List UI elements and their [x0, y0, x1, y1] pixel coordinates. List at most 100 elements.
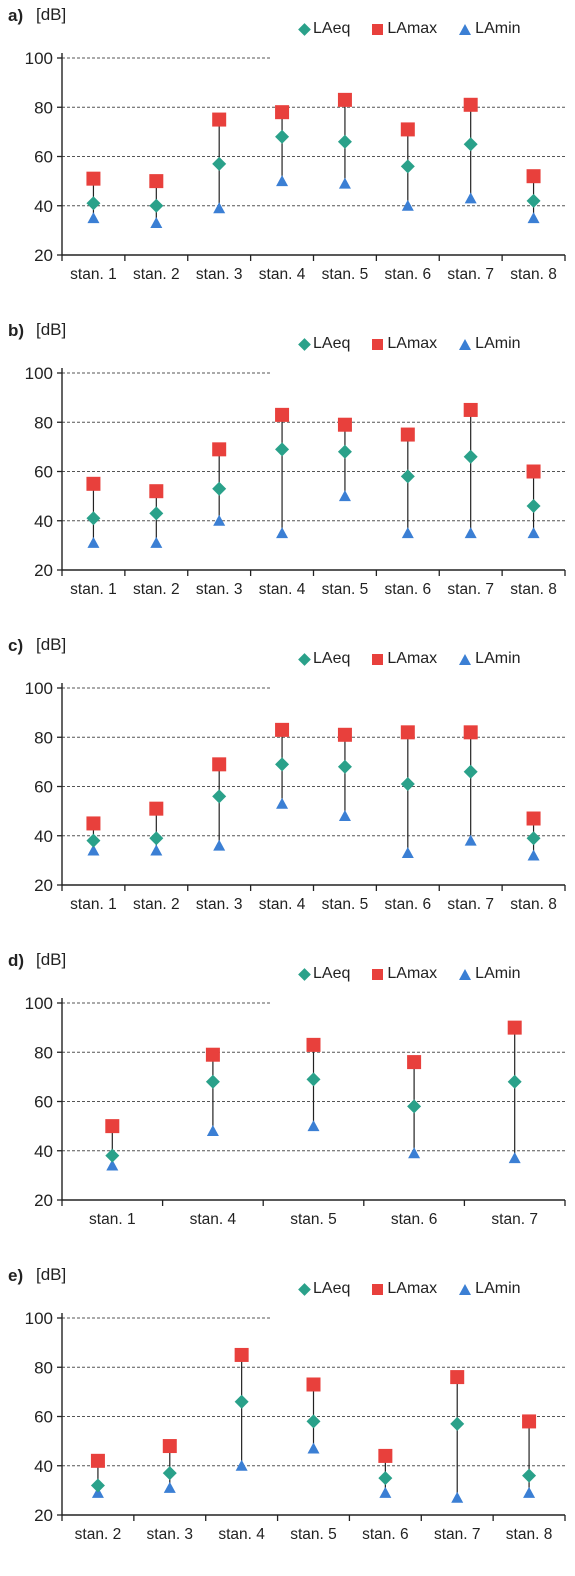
chart-svg: 20 40 60 80 100 stan. 1 stan. 4 stan. 5 stan. 6 s…	[25, 994, 566, 1228]
lamax-marker	[522, 1414, 537, 1429]
legend-item-lamin: LAmin	[459, 1280, 521, 1298]
lamin-marker	[87, 844, 100, 856]
laeq-marker	[337, 134, 352, 149]
lamax-marker	[149, 484, 164, 499]
x-tick-label: stan. 3	[196, 581, 243, 598]
lamin-marker	[338, 490, 351, 502]
y-unit-label: [dB]	[36, 320, 67, 339]
laeq-marker	[86, 196, 101, 211]
legend-swatch-lamax	[372, 1283, 384, 1295]
y-tick-label: 60	[34, 463, 53, 482]
lamin-marker	[527, 212, 540, 224]
legend-item-lamax: LAmax	[372, 1280, 437, 1298]
legend-swatch-lamax	[372, 968, 384, 980]
lamax-marker	[212, 442, 227, 457]
legend-label-lamin: LAmin	[475, 650, 521, 667]
legend-label-lamin: LAmin	[475, 20, 521, 37]
chart-panel: e) [dB] LAeq LAmax LAmin 20 40 60 80 100 stan. 2 st…	[0, 1260, 575, 1560]
laeq-marker	[337, 759, 352, 774]
laeq-marker	[400, 469, 415, 484]
x-tick-label: stan. 7	[447, 581, 494, 598]
lamax-marker	[463, 725, 478, 740]
legend-item-laeq: LAeq	[298, 965, 351, 983]
laeq-marker	[275, 129, 290, 144]
legend-label-laeq: LAeq	[313, 335, 351, 352]
laeq-marker	[212, 156, 227, 171]
panel-letter: b)	[8, 321, 25, 340]
y-tick-label: 100	[25, 49, 53, 68]
lamin-marker	[163, 1481, 176, 1493]
lamin-marker	[150, 216, 163, 228]
legend-swatch-lamax	[372, 338, 384, 350]
chart-svg: 20 40 60 80 100 stan. 1 stan. 2 stan. 3 stan. 4 s…	[25, 49, 566, 283]
x-tick-label: stan. 6	[391, 1211, 438, 1228]
laeq-marker	[306, 1072, 321, 1087]
legend-swatch-lamax	[372, 23, 384, 35]
panel-letter: c)	[8, 636, 24, 655]
y-tick-label: 80	[34, 98, 53, 117]
x-tick-label: stan. 5	[290, 1211, 337, 1228]
lamax-marker	[507, 1020, 522, 1035]
x-tick-label: stan. 7	[447, 896, 494, 913]
legend-item-laeq: LAeq	[298, 335, 351, 353]
lamin-marker	[401, 527, 414, 539]
x-tick-label: stan. 8	[510, 581, 557, 598]
y-tick-label: 80	[34, 413, 53, 432]
x-tick-label: stan. 4	[218, 1526, 265, 1543]
lamax-marker	[337, 92, 352, 107]
laeq-marker	[234, 1394, 249, 1409]
legend-label-lamax: LAmax	[387, 965, 438, 982]
legend-label-laeq: LAeq	[313, 965, 351, 982]
y-tick-label: 100	[25, 1309, 53, 1328]
lamax-marker	[400, 122, 415, 137]
lamax-marker	[149, 174, 164, 189]
laeq-marker	[450, 1416, 465, 1431]
x-tick-label: stan. 5	[322, 896, 369, 913]
laeq-marker	[162, 1466, 177, 1481]
y-tick-label: 80	[34, 1043, 53, 1062]
legend-label-laeq: LAeq	[313, 1280, 351, 1297]
lamin-marker	[464, 192, 477, 204]
lamax-marker	[378, 1448, 393, 1463]
y-tick-label: 80	[34, 728, 53, 747]
lamax-marker	[337, 417, 352, 432]
legend-label-laeq: LAeq	[313, 650, 351, 667]
y-tick-label: 20	[34, 876, 53, 895]
lamin-marker	[464, 834, 477, 846]
legend-swatch-lamin	[459, 338, 472, 350]
lamax-marker	[407, 1055, 422, 1070]
legend-item-laeq: LAeq	[298, 20, 350, 38]
x-tick-label: stan. 8	[510, 266, 557, 283]
legend: LAeq LAmax LAmin	[298, 965, 521, 983]
laeq-marker	[149, 831, 164, 846]
lamax-marker	[400, 427, 415, 442]
legend: LAeq LAmax LAmin	[298, 335, 521, 353]
laeq-marker	[337, 444, 352, 459]
legend-label-lamax: LAmax	[387, 335, 438, 352]
y-tick-label: 20	[34, 1191, 53, 1210]
lamin-marker	[401, 199, 414, 211]
y-tick-label: 40	[34, 512, 53, 531]
x-tick-label: stan. 4	[259, 896, 306, 913]
lamin-marker	[276, 797, 289, 809]
lamin-marker	[408, 1147, 421, 1159]
laeq-marker	[86, 511, 101, 526]
y-tick-label: 40	[34, 827, 53, 846]
laeq-marker	[212, 481, 227, 496]
laeq-marker	[526, 498, 541, 513]
lamax-marker	[306, 1037, 321, 1052]
legend-item-lamin: LAmin	[459, 335, 521, 353]
lamin-marker	[235, 1459, 248, 1471]
legend-swatch-lamin	[459, 1283, 472, 1295]
chart-panel: a) [dB] LAeq LAmax LAmin 20 40 60 80 100 stan. 1 st…	[0, 0, 575, 300]
lamin-marker	[307, 1442, 320, 1454]
y-tick-label: 100	[25, 364, 53, 383]
lamin-marker	[87, 212, 100, 224]
laeq-marker	[205, 1074, 220, 1089]
y-tick-label: 100	[25, 679, 53, 698]
panel-letter: a)	[8, 6, 24, 25]
y-tick-label: 20	[34, 246, 53, 265]
lamax-marker	[337, 727, 352, 742]
legend-item-lamax: LAmax	[372, 20, 437, 38]
x-tick-label: stan. 8	[506, 1526, 553, 1543]
